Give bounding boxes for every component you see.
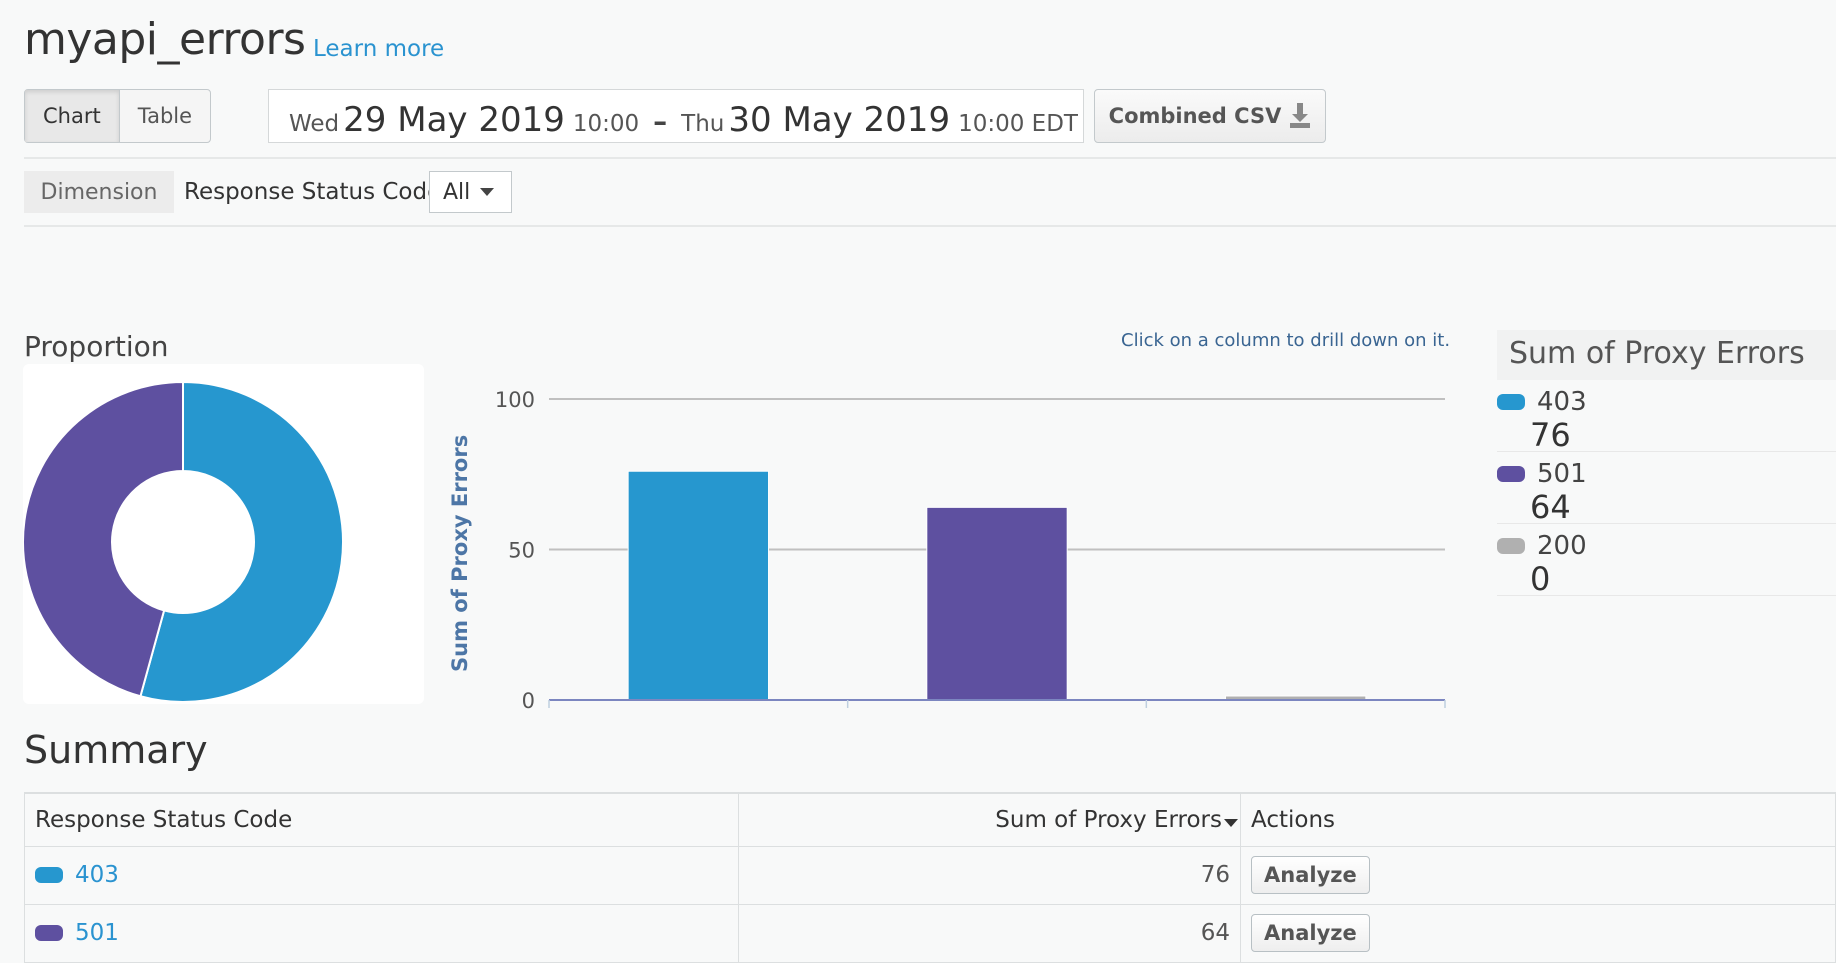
analyze-button[interactable]: Analyze [1251, 914, 1370, 952]
dimension-name: Response Status Code [184, 179, 442, 205]
status-code-link[interactable]: 501 [75, 920, 119, 946]
download-icon [1290, 103, 1311, 128]
combined-csv-label: Combined CSV [1108, 104, 1282, 128]
combined-csv-button[interactable]: Combined CSV [1094, 89, 1326, 143]
y-tick-label: 0 [522, 689, 535, 713]
caret-down-icon [1224, 818, 1238, 827]
table-row: 403 76 Analyze [24, 845, 1836, 905]
y-tick-label: 100 [495, 388, 535, 412]
y-tick-label: 50 [508, 539, 535, 563]
tab-chart[interactable]: Chart [25, 90, 120, 142]
bar-501[interactable] [926, 506, 1068, 701]
legend-item-200[interactable]: 200 0 [1497, 524, 1836, 598]
bar-chart: 0 50 100 [495, 388, 1446, 713]
page-title: myapi_errors [24, 14, 306, 65]
legend: Sum of Proxy Errors 403 76 501 64 200 0 [1497, 330, 1836, 598]
start-time: 10:00 [572, 111, 640, 137]
end-day: Thu [681, 111, 725, 137]
summary-title: Summary [24, 728, 208, 772]
legend-value: 0 [1530, 560, 1551, 598]
status-code-link[interactable]: 403 [75, 862, 119, 888]
column-header-proxy-errors[interactable]: Sum of Proxy Errors [738, 792, 1241, 847]
caret-down-icon [480, 188, 495, 196]
legend-title: Sum of Proxy Errors [1497, 330, 1836, 380]
learn-more-link[interactable]: Learn more [313, 36, 445, 62]
divider [24, 225, 1836, 227]
status-code-select-value: All [443, 179, 471, 205]
start-date: 29 May 2019 [343, 100, 565, 140]
legend-value: 76 [1530, 416, 1571, 454]
dimension-label: Dimension [24, 171, 174, 213]
column-header-status-code[interactable]: Response Status Code [24, 792, 739, 847]
legend-swatch [1497, 394, 1525, 410]
y-axis-label: Sum of Proxy Errors [448, 434, 472, 672]
divider [24, 157, 1836, 159]
donut-chart [22, 380, 344, 703]
legend-code: 200 [1537, 531, 1587, 561]
donut-chart-panel [22, 364, 424, 704]
summary-table: Response Status Code Sum of Proxy Errors… [24, 792, 1836, 963]
legend-value: 64 [1530, 488, 1571, 526]
legend-item-501[interactable]: 501 64 [1497, 452, 1836, 526]
proxy-errors-value: 64 [738, 903, 1241, 963]
end-date: 30 May 2019 [728, 100, 951, 140]
end-time: 10:00 EDT [958, 111, 1078, 137]
status-code-select[interactable]: All [429, 171, 512, 213]
drill-down-hint: Click on a column to drill down on it. [1121, 330, 1451, 351]
bar-403[interactable] [627, 470, 770, 701]
legend-code: 501 [1537, 459, 1587, 489]
legend-swatch [1497, 466, 1525, 482]
proportion-label: Proportion [24, 330, 169, 363]
date-range-picker[interactable]: Wed 29 May 2019 10:00 – Thu 30 May 2019 … [268, 89, 1084, 143]
start-day: Wed [289, 111, 340, 137]
status-swatch [35, 925, 63, 941]
table-row: 501 64 Analyze [24, 903, 1836, 963]
donut-slice-501[interactable] [22, 380, 184, 698]
legend-code: 403 [1537, 387, 1587, 417]
view-toggle: Chart Table [24, 89, 212, 143]
donut-slice-403[interactable] [139, 380, 344, 703]
legend-swatch [1497, 538, 1525, 554]
column-header-proxy-errors-label: Sum of Proxy Errors [995, 806, 1222, 833]
status-swatch [35, 867, 63, 883]
range-separator: – [653, 105, 668, 138]
legend-item-403[interactable]: 403 76 [1497, 380, 1836, 454]
analyze-button[interactable]: Analyze [1251, 856, 1370, 894]
tab-table[interactable]: Table [137, 104, 193, 128]
column-header-actions: Actions [1240, 792, 1836, 847]
proxy-errors-value: 76 [738, 845, 1241, 905]
